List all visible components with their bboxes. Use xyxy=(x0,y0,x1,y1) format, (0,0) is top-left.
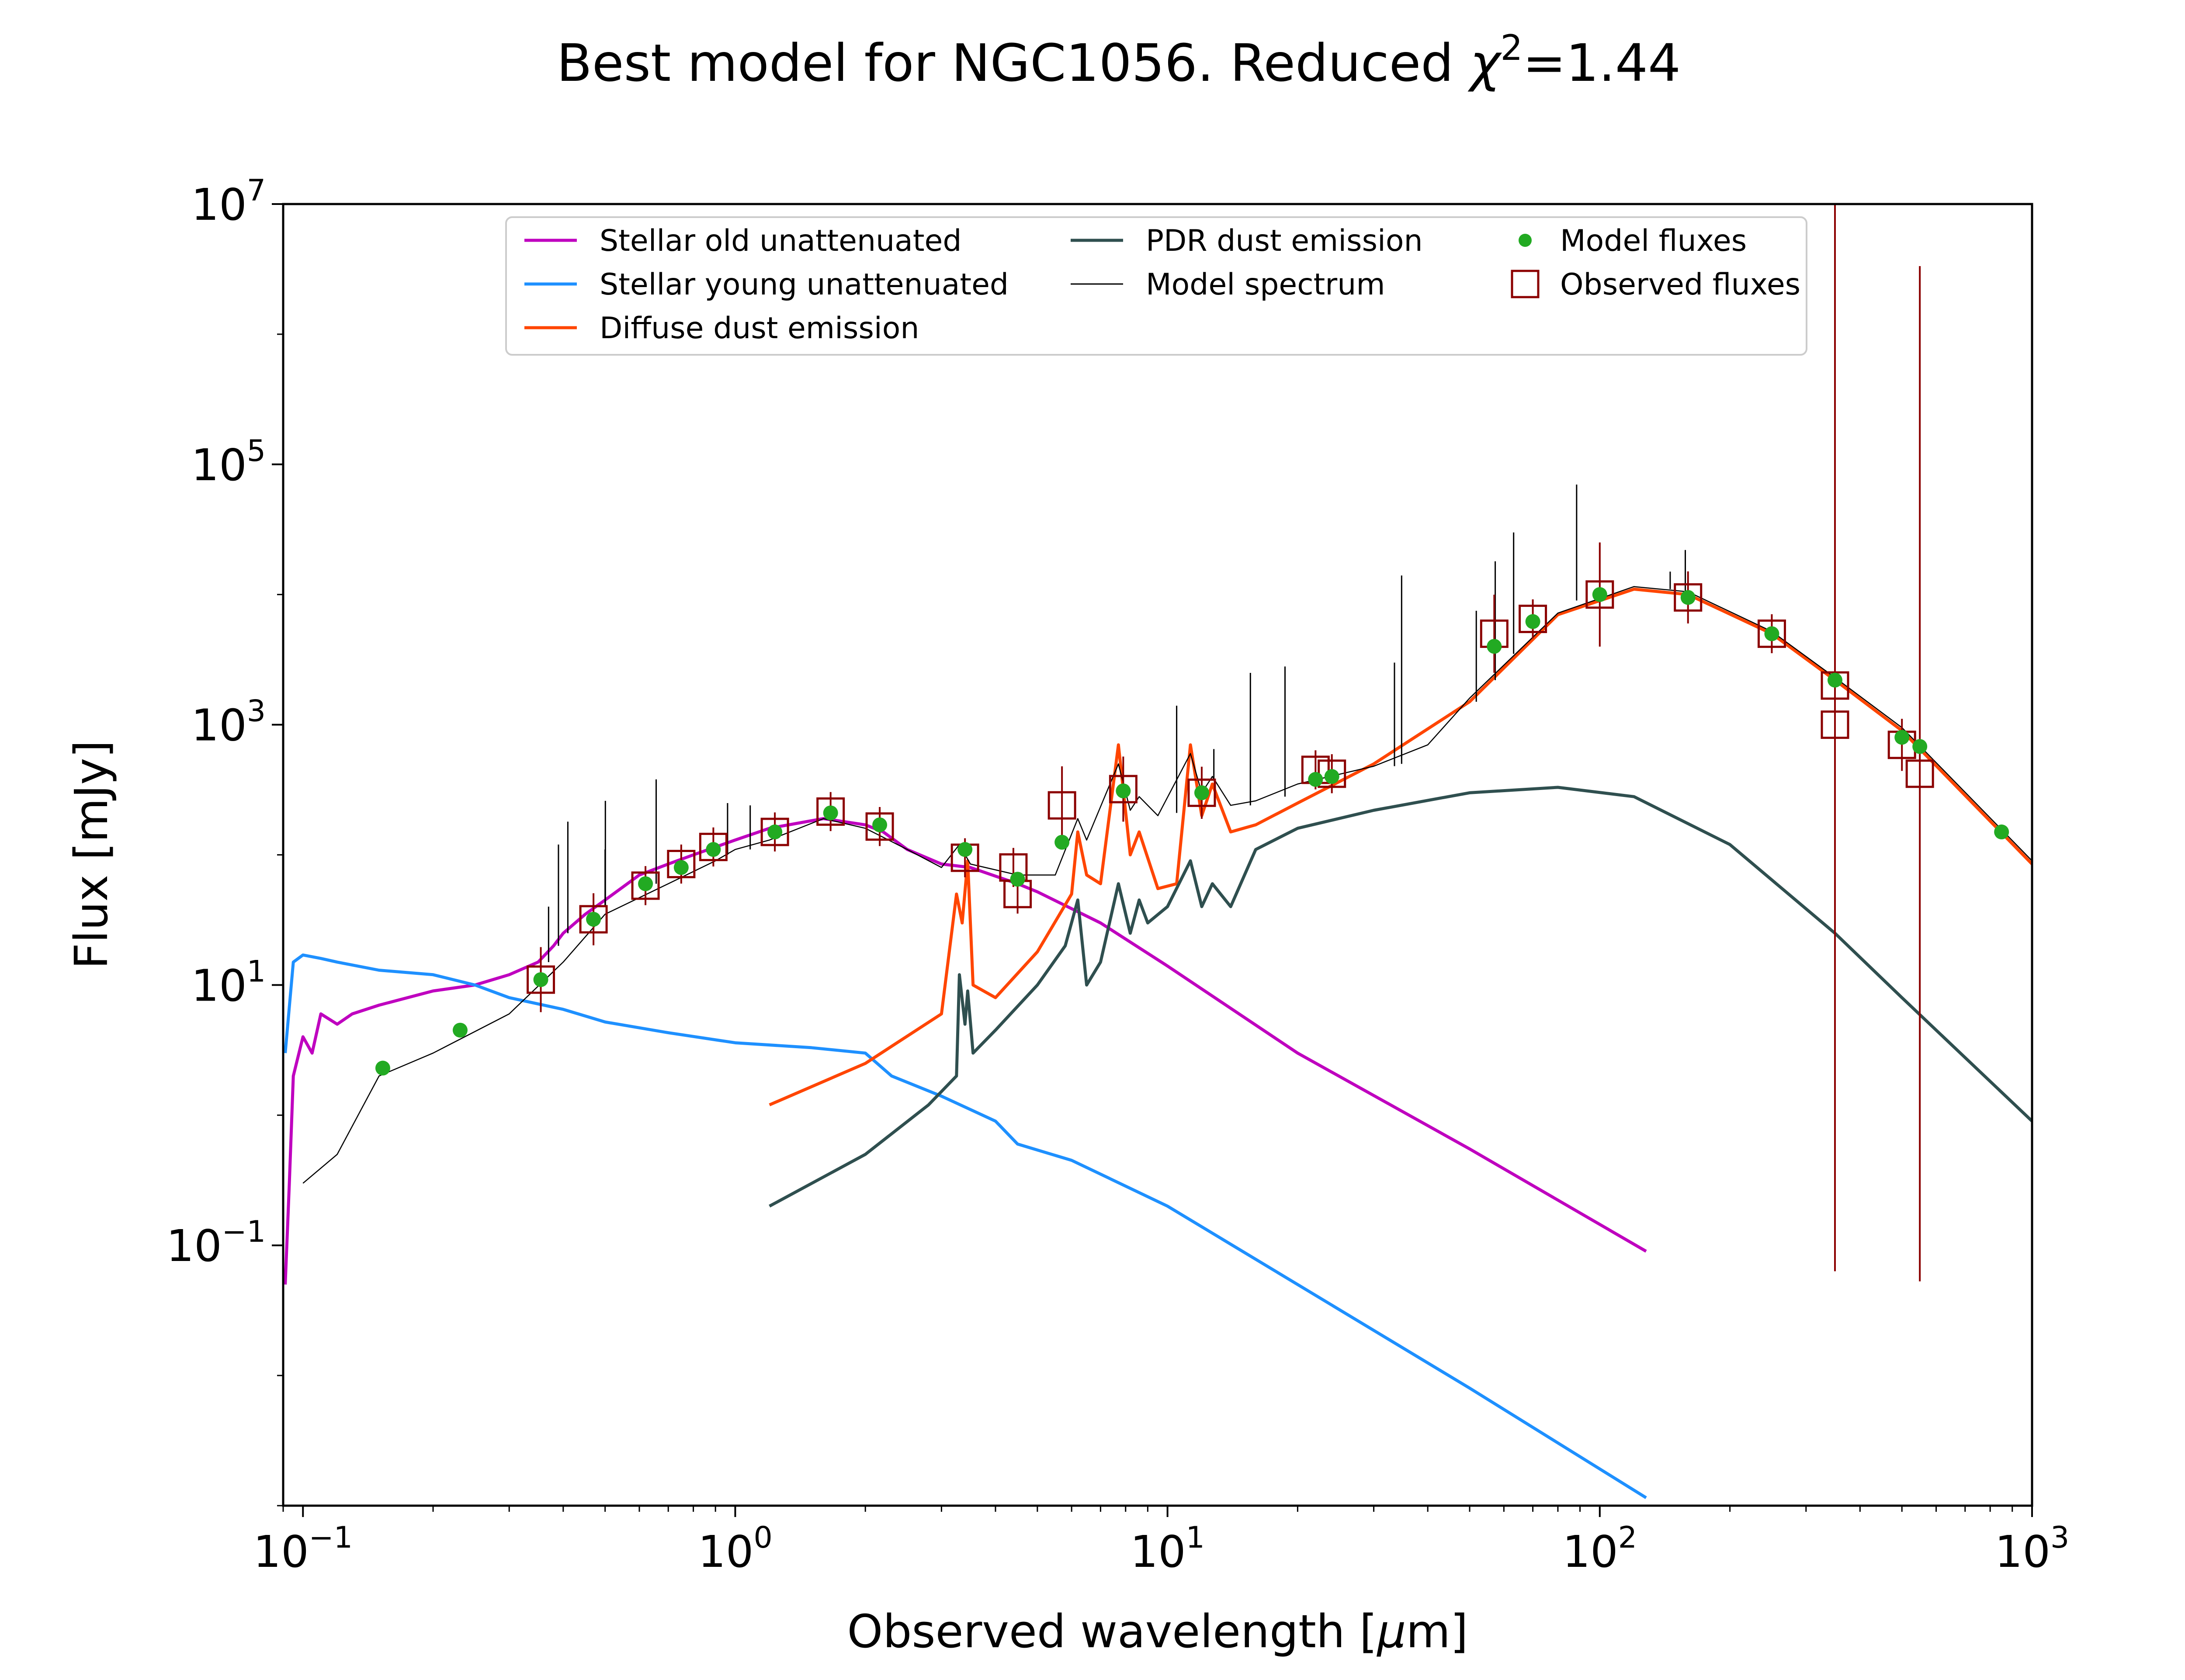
y-axis-label: Flux [mJy] xyxy=(65,740,118,969)
legend-swatch-7 xyxy=(1511,270,1540,298)
observed-flux-marker xyxy=(667,850,696,879)
model-flux-point xyxy=(957,842,973,857)
x-axis-label-tail: m] xyxy=(1406,1605,1468,1658)
x-tick-label: 10−1 xyxy=(253,1521,353,1577)
x-tick-label: 100 xyxy=(698,1521,773,1577)
observed-flux-marker xyxy=(1674,583,1703,612)
legend-label-4: PDR dust emission xyxy=(1146,224,1423,258)
model-flux-point xyxy=(452,1022,468,1038)
observed-flux-marker xyxy=(816,797,845,826)
model-flux-point xyxy=(1592,587,1607,602)
plot-frame xyxy=(282,203,2033,1507)
observed-flux-marker xyxy=(1821,710,1849,739)
model-flux-point xyxy=(1010,872,1025,887)
chart-title-main: Best model for NGC1056. Reduced xyxy=(557,33,1470,93)
legend-label-1: Stellar old unattenuated xyxy=(600,224,962,258)
x-tick-label: 101 xyxy=(1130,1521,1205,1577)
legend-label-5: Model spectrum xyxy=(1146,267,1385,302)
chart-title: Best model for NGC1056. Reduced χ2=1.44 xyxy=(557,28,1681,93)
legend-label-3: Diffuse dust emission xyxy=(600,311,919,346)
observed-flux-marker xyxy=(579,905,608,934)
observed-flux-marker xyxy=(1757,619,1786,648)
observed-flux-marker xyxy=(631,871,660,900)
series-line-5 xyxy=(302,586,2032,1184)
series-layer xyxy=(284,586,2033,1499)
model-flux-point xyxy=(1308,772,1323,787)
chart-title-sup: 2 xyxy=(1501,28,1523,68)
y-tick-label: 105 xyxy=(191,434,266,491)
x-axis-label-mu: μ xyxy=(1376,1605,1406,1658)
model-flux-point xyxy=(1487,639,1502,654)
model-flux-point xyxy=(1054,835,1070,850)
observed-flux-marker xyxy=(1585,580,1614,609)
model-flux-point xyxy=(1764,626,1779,641)
observed-flux-marker xyxy=(1047,791,1076,820)
y-tick-label: 103 xyxy=(191,694,266,751)
observed-flux-marker xyxy=(1821,671,1849,700)
model-flux-point xyxy=(533,972,548,987)
y-tick-label: 101 xyxy=(191,954,266,1011)
observed-flux-marker xyxy=(527,965,555,994)
series-line-2 xyxy=(284,953,1647,1499)
model-flux-point xyxy=(1827,672,1842,688)
y-tick-label: 10−1 xyxy=(166,1215,266,1271)
x-axis-label: Observed wavelength [μm] xyxy=(847,1605,1468,1658)
legend-swatch-6 xyxy=(1519,234,1532,247)
model-flux-point xyxy=(767,824,783,840)
model-flux-point xyxy=(673,860,689,875)
x-tick-label: 102 xyxy=(1563,1521,1637,1577)
observed-fluxes-layer xyxy=(527,204,1934,1282)
observed-flux-marker xyxy=(699,832,728,861)
model-flux-point xyxy=(1116,783,1131,799)
y-tick-label: 107 xyxy=(191,173,266,230)
emission-lines-layer xyxy=(548,484,1686,962)
series-line-3 xyxy=(769,587,2033,1106)
chart-title-chi: χ xyxy=(1467,33,1502,93)
legend-label-7: Observed fluxes xyxy=(1560,267,1800,302)
model-flux-point xyxy=(1324,769,1339,784)
x-axis-label-main: Observed wavelength [ xyxy=(847,1605,1377,1658)
model-flux-point xyxy=(823,805,838,821)
observed-flux-marker xyxy=(865,812,894,841)
legend-box xyxy=(505,216,1807,356)
model-fluxes-layer xyxy=(375,587,2009,1076)
model-flux-point xyxy=(872,817,888,832)
series-line-4 xyxy=(769,786,2033,1208)
observed-flux-marker xyxy=(1519,604,1547,633)
observed-flux-marker xyxy=(1187,778,1216,807)
series-line-1 xyxy=(284,817,1647,1285)
model-flux-point xyxy=(1912,739,1928,754)
legend-label-2: Stellar young unattenuated xyxy=(600,267,1009,302)
observed-flux-marker xyxy=(760,817,789,846)
chart-title-tail: =1.44 xyxy=(1523,33,1681,93)
legend: Stellar old unattenuated Stellar young un… xyxy=(505,216,1807,356)
model-flux-point xyxy=(586,911,601,927)
model-flux-point xyxy=(1194,785,1209,800)
observed-flux-marker xyxy=(1905,759,1934,788)
model-flux-point xyxy=(1680,590,1696,605)
model-flux-point xyxy=(1525,614,1540,629)
model-flux-point xyxy=(706,842,721,857)
observed-flux-marker xyxy=(1109,775,1138,804)
legend-label-6: Model fluxes xyxy=(1560,224,1747,258)
model-flux-point xyxy=(1994,824,2009,840)
tick-layer: 10−1 100 101 102 103 10−1 101 103 105 107 xyxy=(166,173,2070,1577)
model-flux-point xyxy=(375,1060,390,1076)
model-flux-point xyxy=(638,876,653,891)
x-tick-label: 103 xyxy=(1995,1521,2070,1577)
model-flux-point xyxy=(1894,730,1910,745)
